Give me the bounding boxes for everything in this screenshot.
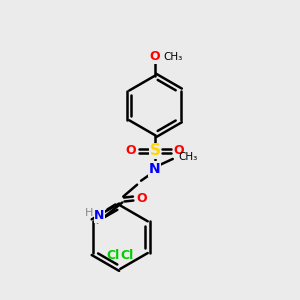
Text: H: H [85, 208, 94, 218]
Text: Cl: Cl [107, 248, 120, 262]
Text: O: O [150, 50, 160, 63]
Text: CH₃: CH₃ [163, 52, 182, 62]
Text: Cl: Cl [121, 248, 134, 262]
Text: S: S [149, 143, 161, 158]
Text: N: N [149, 162, 161, 176]
Text: O: O [173, 145, 184, 158]
Text: N: N [94, 209, 105, 222]
Text: O: O [126, 145, 136, 158]
Text: CH₃: CH₃ [179, 152, 198, 162]
Text: O: O [137, 192, 147, 205]
